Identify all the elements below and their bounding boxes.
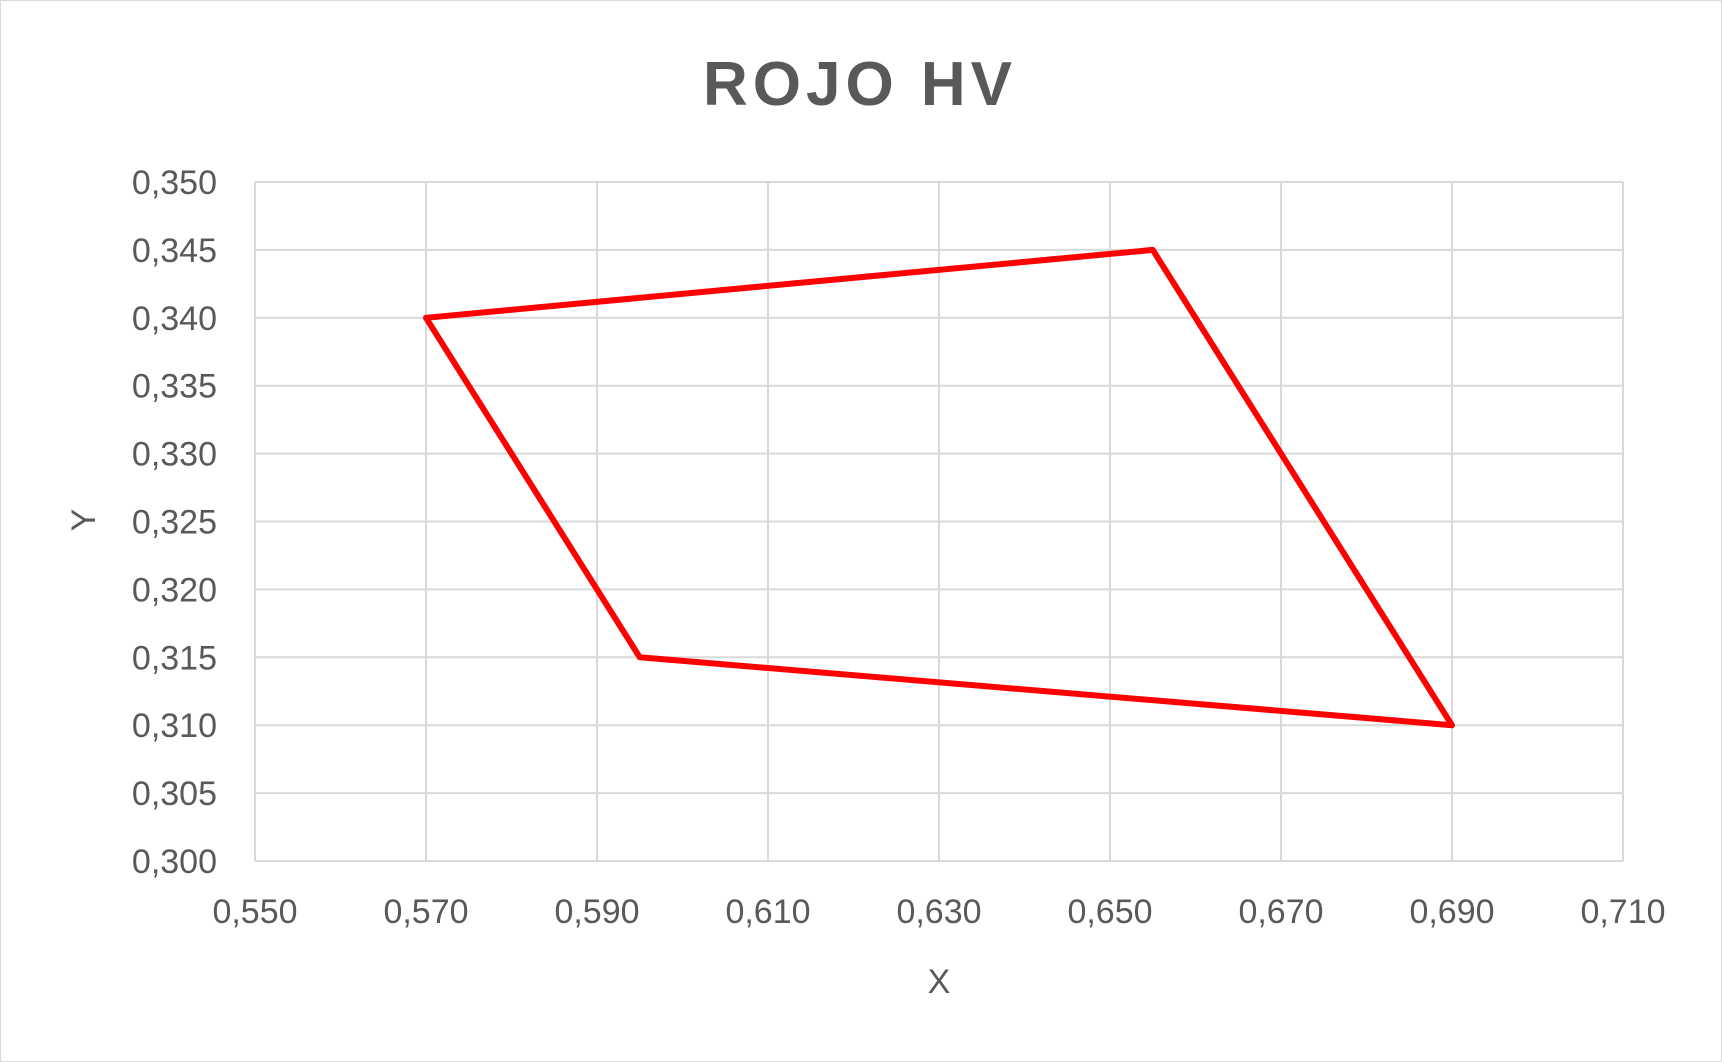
y-tick-label: 0,325 xyxy=(132,504,217,542)
y-tick-label: 0,315 xyxy=(132,639,217,677)
x-axis-ticks: 0,550 0,570 0,590 0,610 0,630 0,650 0,670 0,690… xyxy=(212,893,1665,931)
y-tick-label: 0,335 xyxy=(132,368,217,406)
x-tick-label: 0,610 xyxy=(725,893,810,931)
x-tick-label: 0,690 xyxy=(1409,893,1494,931)
x-tick-label: 0,570 xyxy=(383,893,468,931)
x-axis-label: X xyxy=(928,963,951,1001)
y-tick-label: 0,305 xyxy=(132,775,217,813)
y-axis-label: Y xyxy=(65,509,103,532)
y-tick-label: 0,310 xyxy=(132,707,217,745)
series-line xyxy=(423,246,1455,729)
chart-title: ROJO HV xyxy=(703,50,1017,119)
y-tick-label: 0,320 xyxy=(132,571,217,609)
horizontal-gridlines xyxy=(255,181,1623,862)
y-axis-ticks: 0,350 0,345 0,340 0,335 0,330 0,325 0,320 0,315… xyxy=(132,164,217,881)
series-group xyxy=(423,246,1455,729)
y-tick-label: 0,330 xyxy=(132,436,217,474)
x-tick-label: 0,710 xyxy=(1580,893,1665,931)
y-tick-label: 0,350 xyxy=(132,164,217,202)
x-tick-label: 0,590 xyxy=(554,893,639,931)
y-tick-label: 0,340 xyxy=(132,300,217,338)
x-tick-label: 0,630 xyxy=(896,893,981,931)
x-tick-label: 0,670 xyxy=(1238,893,1323,931)
y-tick-label: 0,300 xyxy=(132,843,217,881)
x-tick-label: 0,650 xyxy=(1067,893,1152,931)
x-tick-label: 0,550 xyxy=(212,893,297,931)
y-tick-label: 0,345 xyxy=(132,232,217,270)
